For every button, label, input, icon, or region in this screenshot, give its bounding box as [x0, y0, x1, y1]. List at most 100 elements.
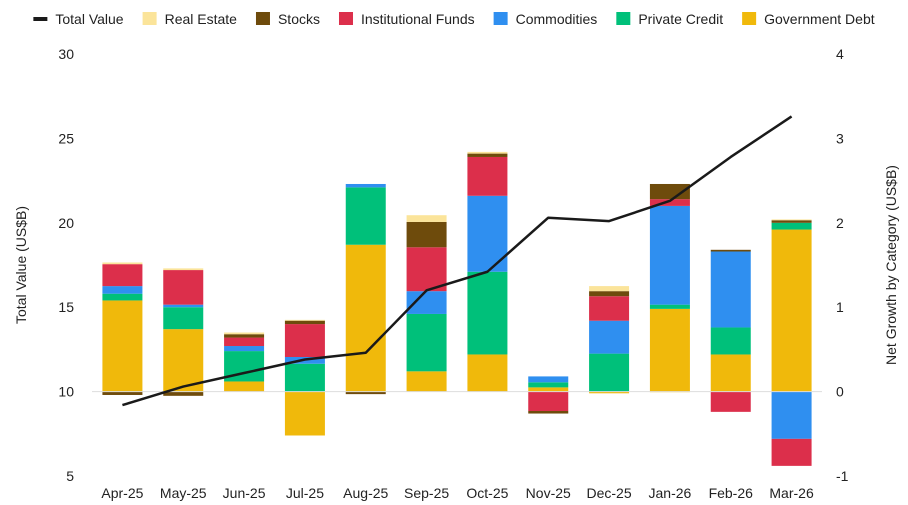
- x-tick-label: Dec-25: [587, 485, 632, 501]
- bar-segment: [589, 320, 630, 354]
- bar-segment: [163, 307, 204, 330]
- bar-segment: [102, 391, 143, 395]
- bar-segment: [224, 337, 265, 347]
- bar-segment: [284, 320, 325, 325]
- legend-swatch: [338, 12, 353, 25]
- y-tick-label: 20: [58, 215, 74, 231]
- bar-segment: [649, 308, 690, 392]
- bar-segment: [163, 270, 204, 305]
- bar-segment: [345, 183, 386, 188]
- x-tick-label: May-25: [160, 485, 207, 501]
- bar-segment: [649, 205, 690, 305]
- x-tick-label: Oct-25: [466, 485, 508, 501]
- bar-segment: [345, 187, 386, 245]
- bar-segment: [102, 300, 143, 392]
- bar-segment: [467, 153, 508, 157]
- legend-label: Government Debt: [764, 11, 875, 27]
- x-tick-label: Jun-25: [223, 485, 266, 501]
- legend-swatch: [616, 12, 631, 25]
- bar-segment: [771, 391, 812, 439]
- y-tick-label: 25: [58, 130, 74, 146]
- x-tick-label: Jan-26: [649, 485, 692, 501]
- legend-label: Real Estate: [165, 11, 238, 27]
- legend-label: Institutional Funds: [361, 11, 475, 27]
- y2-tick-label: 4: [836, 46, 844, 62]
- legend-label: Stocks: [278, 11, 320, 27]
- bar-segment: [224, 381, 265, 392]
- total-value-line: [122, 115, 793, 407]
- right-axis-ticks: -1 0 1 2 3 4: [836, 46, 849, 484]
- bar-segment: [163, 304, 204, 308]
- bar-segment: [406, 215, 447, 222]
- bar-segment: [528, 382, 569, 388]
- bar-segment: [771, 219, 812, 221]
- bar-segment: [589, 286, 630, 292]
- bar-segment: [710, 327, 751, 355]
- x-tick-label: Nov-25: [526, 485, 571, 501]
- bars-layer: [102, 151, 812, 466]
- x-tick-label: Feb-26: [709, 485, 754, 501]
- y2-tick-label: -1: [836, 468, 849, 484]
- bar-segment: [649, 304, 690, 309]
- bar-segment: [406, 371, 447, 392]
- bar-segment: [224, 334, 265, 338]
- bar-segment: [589, 291, 630, 297]
- bar-segment: [710, 251, 751, 328]
- bar-segment: [102, 286, 143, 294]
- y2-tick-label: 0: [836, 384, 844, 400]
- bar-segment: [528, 391, 569, 412]
- bar-segment: [528, 411, 569, 414]
- x-tick-label: Apr-25: [101, 485, 143, 501]
- y2-tick-label: 1: [836, 299, 844, 315]
- x-tick-label: Jul-25: [286, 485, 324, 501]
- bar-segment: [163, 329, 204, 392]
- y-tick-label: 15: [58, 299, 74, 315]
- x-tick-label: Sep-25: [404, 485, 449, 501]
- y2-tick-label: 3: [836, 130, 844, 146]
- legend-label: Total Value: [55, 11, 123, 27]
- bar-segment: [649, 199, 690, 206]
- bar-segment: [163, 391, 204, 396]
- y-axis-title-left: Total Value (US$B): [13, 206, 29, 324]
- bar-segment: [649, 183, 690, 200]
- bar-segment: [771, 220, 812, 223]
- legend-swatch: [255, 12, 270, 25]
- left-axis-ticks: 5 10 15 20 25 30: [58, 46, 74, 484]
- bar-segment: [467, 271, 508, 355]
- bar-segment: [102, 293, 143, 301]
- bar-segment: [589, 296, 630, 321]
- bar-segment: [771, 222, 812, 230]
- y-tick-label: 10: [58, 384, 74, 400]
- legend-swatch: [33, 17, 48, 21]
- bar-segment: [284, 363, 325, 392]
- x-tick-label: Aug-25: [343, 485, 388, 501]
- bar-segment: [345, 244, 386, 392]
- line-layer: [122, 115, 793, 407]
- bar-segment: [284, 391, 325, 436]
- bar-segment: [224, 332, 265, 335]
- bar-segment: [163, 268, 204, 271]
- bar-segment: [528, 387, 569, 392]
- bar-segment: [467, 156, 508, 196]
- legend-label: Commodities: [516, 11, 598, 27]
- y-tick-label: 5: [66, 468, 74, 484]
- bar-segment: [589, 353, 630, 392]
- bar-segment: [284, 324, 325, 357]
- x-axis-ticks: Apr-25 May-25 Jun-25 Jul-25 Aug-25 Sep-25 Oct-…: [101, 485, 814, 501]
- y-axis-title-right: Net Growth by Category (US$B): [883, 165, 899, 365]
- x-tick-label: Mar-26: [769, 485, 814, 501]
- bar-segment: [528, 376, 569, 383]
- legend-label: Private Credit: [638, 11, 723, 27]
- bar-segment: [710, 391, 751, 412]
- bar-segment: [102, 262, 143, 265]
- bar-segment: [406, 247, 447, 292]
- legend-swatch: [493, 12, 508, 25]
- bar-segment: [406, 221, 447, 248]
- bar-segment: [467, 354, 508, 392]
- bar-segment: [467, 151, 508, 154]
- bar-segment: [224, 346, 265, 352]
- bar-segment: [771, 229, 812, 392]
- bar-segment: [102, 264, 143, 287]
- bar-segment: [771, 438, 812, 466]
